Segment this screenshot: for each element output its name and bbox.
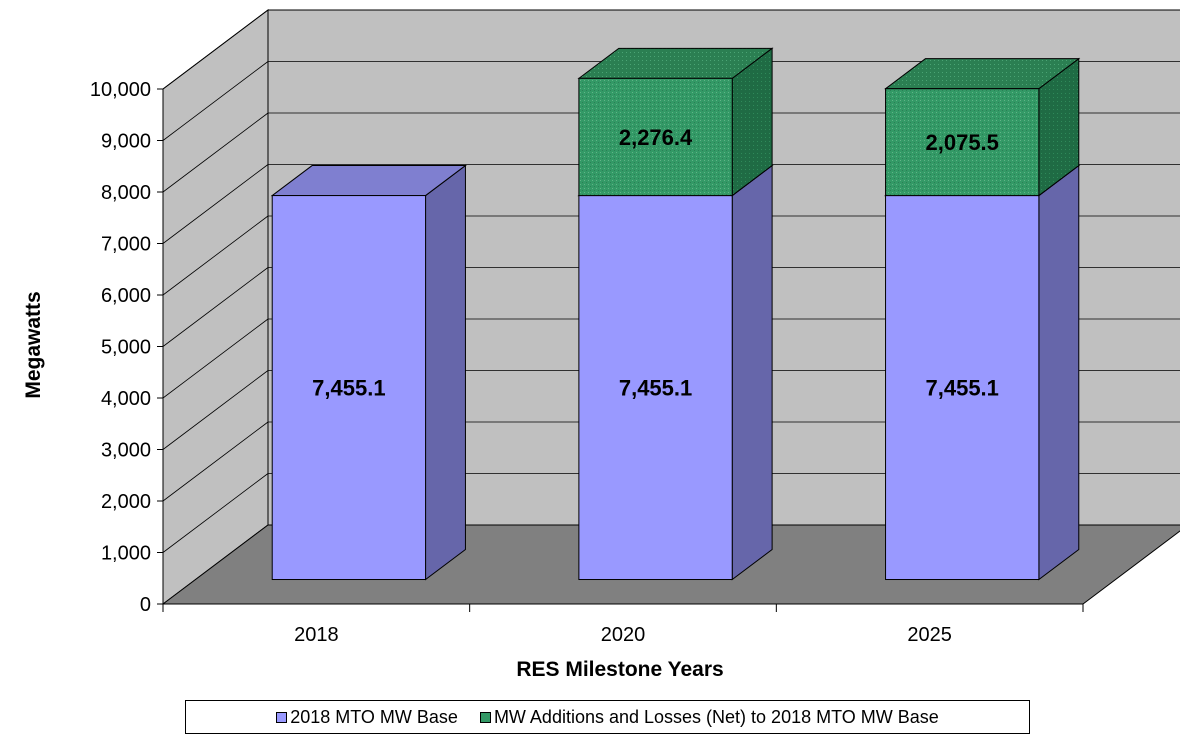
bar-side [425,164,466,581]
gridline-side [162,267,269,347]
data-label: 7,455.1 [312,376,385,401]
bars: 7,455.1 7,455.1 2,276.4 7,455.1 2,075.5 [270,47,1081,581]
y-tick-label: 8,000 [101,182,151,204]
gridline-side [162,215,269,296]
data-label: 2,075.5 [926,130,999,155]
y-tick-label: 10,000 [90,79,151,101]
bar-2025-series-2: 2,075.5 [884,57,1081,197]
y-tick-label: 2,000 [101,491,151,513]
data-label: 7,455.1 [619,376,692,401]
gridline-side [162,9,269,90]
legend-label-base: 2018 MTO MW Base [290,706,458,727]
data-label: 2,276.4 [619,125,693,150]
y-tick-label: 9,000 [101,131,151,153]
bar-front [578,77,733,197]
y-tick-label: 4,000 [101,388,151,410]
bar-2020-series-2: 2,276.4 [577,47,774,197]
gridline-side [162,318,269,399]
y-tick-label: 6,000 [101,285,151,307]
y-tick-label: 3,000 [101,440,151,462]
x-tick-label: 2018 [294,624,339,646]
gridline-side [162,112,269,193]
legend: 2018 MTO MW Base MW Additions and Losses… [185,700,1030,734]
x-axis-title: RES Milestone Years [516,658,723,681]
bar-side [731,164,773,581]
legend-swatch-base [276,711,288,723]
gridline-side [162,164,269,244]
gridline-side [162,61,269,141]
x-tick-label: 2025 [907,624,952,646]
y-tick-label: 7,000 [101,234,151,256]
legend-label-additions: MW Additions and Losses (Net) to 2018 MT… [493,706,939,727]
y-tick-label: 1,000 [101,543,151,565]
bar-2025-series-1: 7,455.1 [884,164,1081,581]
y-axis-title: Megawatts [22,291,45,398]
bar-2020-series-1: 7,455.1 [577,164,774,581]
y-tick-label: 5,000 [101,337,151,359]
bar-2018-series-1: 7,455.1 [270,164,467,581]
bar-front [885,88,1040,197]
x-tick-label: 2020 [601,624,646,646]
bar-front [578,195,733,581]
gridline-side [162,421,269,502]
gridline-side [162,370,269,450]
y-tick-label: 0 [140,594,151,616]
bar-side [1038,164,1080,581]
gridline-side [162,473,269,553]
axes: 0 1,000 2,000 3,000 4,000 5,000 6,000 7,000 8,00… [90,79,1084,646]
bar-front [271,195,427,581]
legend-swatch-additions [479,711,491,723]
chart-svg: 7,455.1 7,455.1 2,276.4 7,455.1 2,075.5 0 1,0… [22,8,1180,681]
data-label: 7,455.1 [926,376,999,401]
legend-item-additions: MW Additions and Losses (Net) to 2018 MT… [479,706,939,728]
legend-item-base: 2018 MTO MW Base [276,707,458,728]
